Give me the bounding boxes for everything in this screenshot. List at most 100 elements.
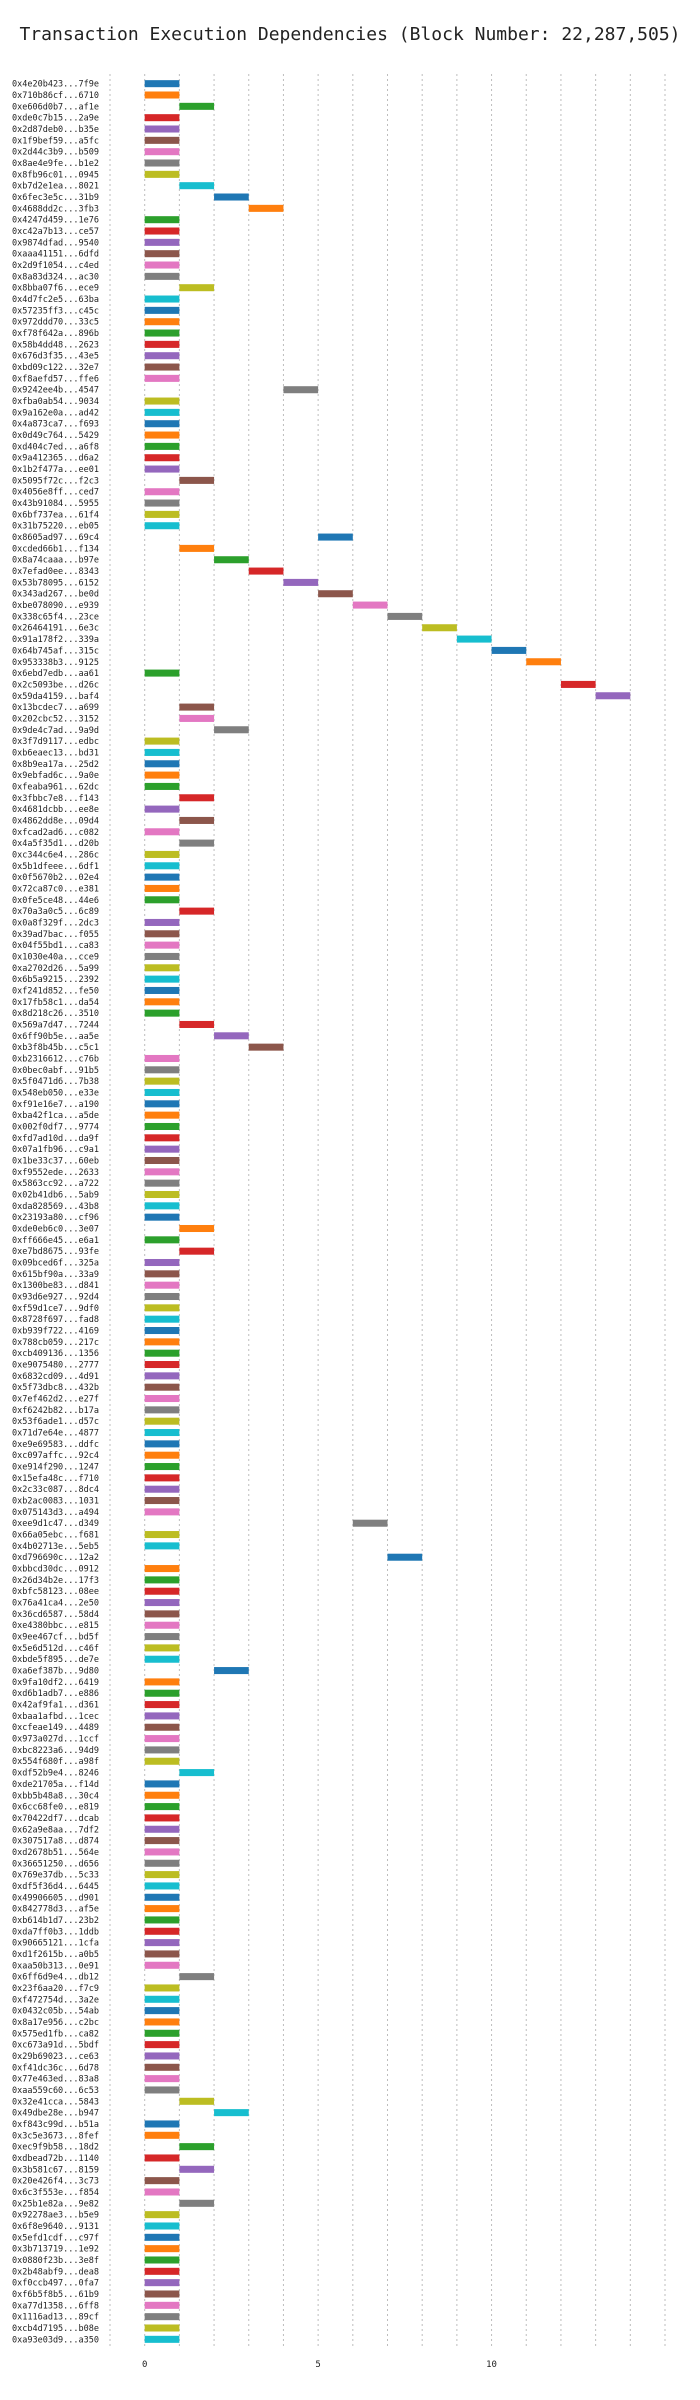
- tx-label: 0xf843c99d...b51a: [12, 2120, 99, 2130]
- tx-bar: [283, 578, 319, 586]
- tx-bar: [144, 261, 180, 269]
- tx-bar: [144, 1066, 180, 1074]
- tx-label: 0x973a027d...1ccf: [12, 1735, 99, 1745]
- tx-bar: [144, 148, 180, 156]
- tx-bar: [179, 1020, 215, 1028]
- tx-label: 0x4056e8ff...ced7: [12, 488, 99, 498]
- tx-bar: [144, 1859, 180, 1867]
- tx-label: 0x9de4c7ad...9a9d: [12, 726, 99, 736]
- tx-label: 0xf41dc36c...6d78: [12, 2063, 99, 2073]
- tx-label: 0xc344c6e4...286c: [12, 850, 99, 860]
- tx-label: 0x575ed1fb...ca82: [12, 2029, 99, 2039]
- tx-bar: [144, 1712, 180, 1720]
- tx-label: 0xdf52b9e4...8246: [12, 1769, 99, 1779]
- tx-label: 0xb2316612...c76b: [12, 1054, 99, 1064]
- tx-label: 0xf59d1ce7...9df0: [12, 1304, 99, 1314]
- tx-label: 0xb2ac0083...1031: [12, 1497, 99, 1507]
- tx-bar: [144, 1723, 180, 1731]
- tx-bar: [144, 2290, 180, 2298]
- tx-bar: [144, 1451, 180, 1459]
- tx-bar: [144, 136, 180, 144]
- tx-bar: [144, 1417, 180, 1425]
- tx-label: 0x9874dfad...9540: [12, 238, 99, 248]
- tx-bar: [144, 1825, 180, 1833]
- tx-bar: [144, 952, 180, 960]
- tx-label: 0x9a162e0a...ad42: [12, 408, 99, 418]
- tx-bar: [144, 2188, 180, 2196]
- tx-bar: [144, 442, 180, 450]
- tx-label: 0x6ff6d9e4...db12: [12, 1973, 99, 1983]
- tx-bar: [179, 2097, 215, 2105]
- tx-bar: [144, 2041, 180, 2049]
- tx-label: 0x710b86cf...6710: [12, 91, 99, 101]
- tx-label: 0xfba0ab54...9034: [12, 397, 99, 407]
- tx-bar: [144, 1893, 180, 1901]
- tx-bar: [144, 2211, 180, 2219]
- tx-bar: [144, 2233, 180, 2241]
- tx-bar: [144, 669, 180, 677]
- tx-label: 0x5863cc92...a722: [12, 1179, 99, 1189]
- tx-bar: [144, 1701, 180, 1709]
- tx-label: 0xd404c7ed...a6f8: [12, 442, 99, 452]
- tx-bar: [144, 1372, 180, 1380]
- tx-bar: [144, 964, 180, 972]
- tx-label: 0x0880f23b...3e8f: [12, 2256, 99, 2266]
- tx-bar: [144, 1327, 180, 1335]
- tx-label: 0x4a873ca7...f693: [12, 420, 99, 430]
- tx-bar: [144, 2018, 180, 2026]
- tx-label: 0xfd7ad10d...da9f: [12, 1134, 99, 1144]
- tx-bar: [144, 850, 180, 858]
- tx-label: 0x31b75220...eb05: [12, 522, 99, 532]
- tx-label: 0x4d7fc2e5...63ba: [12, 295, 99, 305]
- tx-label: 0xe914f290...1247: [12, 1463, 99, 1473]
- tx-bar: [144, 1349, 180, 1357]
- tx-label: 0x8ae4e9fe...b1e2: [12, 159, 99, 169]
- tx-label: 0xff666e45...e6a1: [12, 1236, 99, 1246]
- tx-label: 0xda7ff0b3...1ddb: [12, 1927, 99, 1937]
- tx-bar: [144, 250, 180, 258]
- tx-bar: [144, 352, 180, 360]
- tx-bar: [144, 1950, 180, 1958]
- tx-bar: [144, 782, 180, 790]
- tx-label: 0x4b02713e...5eb5: [12, 1542, 99, 1552]
- tx-bar: [144, 420, 180, 428]
- tx-bar: [179, 839, 215, 847]
- tx-bar: [144, 1474, 180, 1482]
- tx-label: 0x6fec3e5c...31b9: [12, 193, 99, 203]
- tx-bar: [144, 510, 180, 518]
- tx-bar: [144, 1179, 180, 1187]
- tx-label: 0x6ff90b5e...aa5e: [12, 1032, 99, 1042]
- tx-label: 0xcb4d7195...b08e: [12, 2324, 99, 2334]
- tx-label: 0xfeaba961...62dc: [12, 782, 99, 792]
- tx-label: 0x1b2f477a...ee01: [12, 465, 99, 475]
- tx-bar: [144, 159, 180, 167]
- tx-label: 0x39ad7bac...f055: [12, 930, 99, 940]
- tx-label: 0x2d87deb0...b35e: [12, 125, 99, 135]
- tx-label: 0xf241d852...fe50: [12, 986, 99, 996]
- tx-label: 0x953338b3...9125: [12, 658, 99, 668]
- tx-label: 0x26d34b2e...17f3: [12, 1576, 99, 1586]
- tx-label: 0xb6eaec13...bd31: [12, 748, 99, 758]
- tx-bar: [144, 1122, 180, 1131]
- tx-bar: [144, 80, 180, 88]
- tx-label: 0xba42f1ca...a5de: [12, 1111, 99, 1121]
- tx-bar: [144, 1689, 180, 1697]
- tx-label: 0x075143d3...a494: [12, 1508, 99, 1518]
- tx-bar: [144, 1281, 180, 1289]
- tx-bar: [144, 1837, 180, 1845]
- tx-bar: [144, 1236, 180, 1244]
- tx-label: 0x77e463ed...83a8: [12, 2075, 99, 2085]
- tx-bar: [144, 1054, 180, 1062]
- tx-bar: [179, 1247, 215, 1255]
- tx-bar: [144, 1508, 180, 1516]
- tx-label: 0x5e6d512d...c46f: [12, 1644, 99, 1654]
- tx-label: 0x8a17e956...c2bc: [12, 2018, 99, 2028]
- tx-label: 0x202cbc52...3152: [12, 714, 99, 724]
- tx-label: 0x548eb050...e33e: [12, 1088, 99, 1098]
- tx-label: 0x20e426f4...3c73: [12, 2177, 99, 2187]
- tx-label: 0x59da4159...baf4: [12, 692, 99, 702]
- tx-label: 0xbe078090...e939: [12, 601, 99, 611]
- tx-label: 0x8a83d324...ac30: [12, 272, 99, 282]
- tx-label: 0x9fa10df2...6419: [12, 1678, 99, 1688]
- tx-label: 0x6ebd7edb...aa61: [12, 669, 99, 679]
